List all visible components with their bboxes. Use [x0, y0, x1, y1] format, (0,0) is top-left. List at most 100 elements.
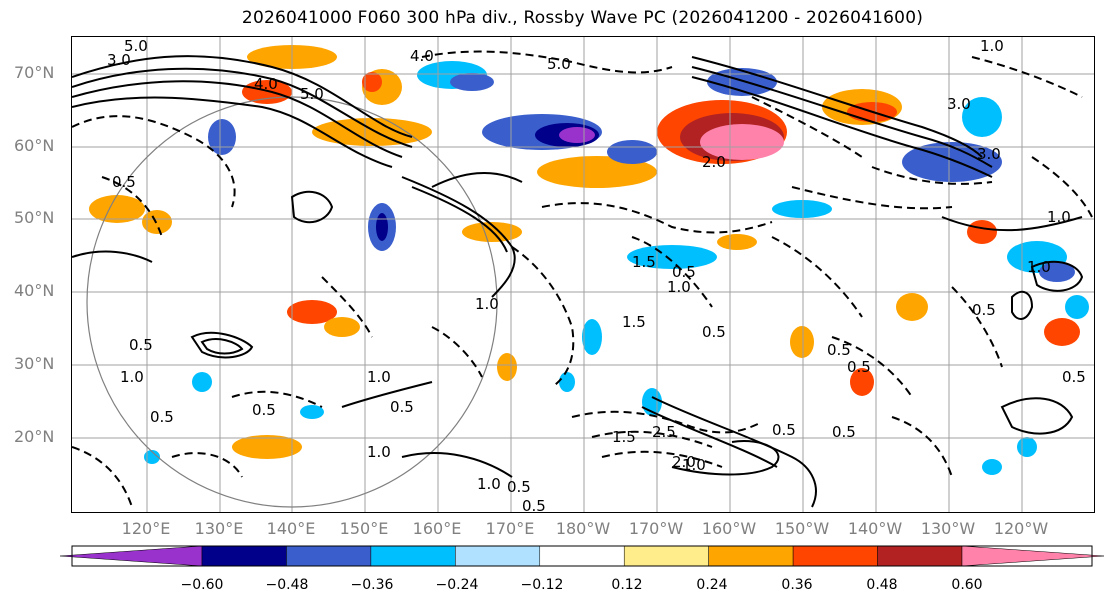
- contour-label: 0.5: [672, 263, 696, 281]
- contour-label: 1.0: [682, 456, 706, 474]
- colorbar-tick: 0.12: [611, 577, 643, 593]
- shade-blob: [450, 73, 494, 91]
- lon-label: 150°E: [339, 519, 389, 538]
- contour-label: 0.5: [252, 401, 276, 419]
- contour-label: 1.0: [120, 368, 144, 386]
- contour-label: 0.5: [832, 423, 856, 441]
- shade-blob: [559, 127, 595, 143]
- lon-label: 180°W: [555, 519, 611, 538]
- lon-label: 170°W: [628, 519, 684, 538]
- shade-blob: [967, 220, 997, 244]
- lon-label: 170°E: [485, 519, 535, 538]
- shade-blob: [1017, 437, 1037, 457]
- contour-label: 0.5: [129, 336, 153, 354]
- contour-label: 1.0: [1027, 258, 1051, 276]
- shade-blob: [700, 124, 784, 160]
- range-circle: [86, 96, 498, 508]
- colorbar-segment: [455, 545, 541, 567]
- lat-label: 40°N: [14, 281, 55, 300]
- contour-label: 0.5: [112, 173, 136, 191]
- contour-label: 1.0: [980, 37, 1004, 55]
- contour-label: 2.5: [652, 423, 676, 441]
- contour-label: 0.5: [702, 323, 726, 341]
- shade-blob: [312, 118, 432, 146]
- shade-blob: [300, 405, 324, 419]
- contour-label: 1.0: [667, 278, 691, 296]
- lon-label: 140°E: [266, 519, 316, 538]
- colorbar-tick: 0.36: [781, 577, 813, 593]
- colorbar-segment: [708, 545, 794, 567]
- shade-blob: [287, 300, 337, 324]
- colorbar-tick: −0.60: [180, 577, 224, 593]
- contour-label: 5.0: [124, 37, 148, 55]
- colorbar-tick: 0.60: [951, 577, 983, 593]
- contour-label: 0.5: [827, 341, 851, 359]
- contour-label: 1.5: [632, 253, 656, 271]
- contour-label: 4.0: [254, 75, 278, 93]
- colorbar: [60, 545, 1105, 567]
- shade-blob: [192, 372, 212, 392]
- contour-label: 1.0: [1047, 208, 1071, 226]
- shade-blob: [142, 210, 172, 234]
- shade-blob: [717, 234, 757, 250]
- shade-blob: [1065, 295, 1089, 319]
- shade-blob: [208, 119, 236, 155]
- shade-blob: [982, 459, 1002, 475]
- contour-label: 0.5: [390, 398, 414, 416]
- contour-label: 1.0: [367, 443, 391, 461]
- colorbar-segment: [201, 545, 287, 567]
- colorbar-segment: [792, 545, 878, 567]
- shade-blob: [232, 435, 302, 459]
- contour-label: 1.0: [367, 368, 391, 386]
- contour-label: 0.5: [507, 478, 531, 496]
- lat-label: 70°N: [14, 63, 55, 82]
- colorbar-segment: [877, 545, 963, 567]
- shade-blob: [772, 200, 832, 218]
- colorbar-tick: 0.24: [696, 577, 728, 593]
- shade-blob: [324, 317, 360, 337]
- lon-label: 150°W: [774, 519, 830, 538]
- shade-blob: [1039, 262, 1075, 282]
- lat-label: 50°N: [14, 208, 55, 227]
- colorbar-tick: −0.24: [435, 577, 479, 593]
- lon-label: 160°W: [701, 519, 757, 538]
- shade-blob: [559, 372, 575, 392]
- contour-label: 5.0: [547, 55, 571, 73]
- shade-blob: [962, 97, 1002, 137]
- contour-labels: 5.0 3.0 4.0 5.0 4.0 5.0 3.0 1.0 0.5 1.0 …: [107, 37, 1086, 512]
- contour-label: 2.0: [672, 453, 696, 471]
- colorbar-tick: −0.12: [520, 577, 564, 593]
- contour-label: 3.0: [977, 145, 1001, 163]
- shade-blob: [582, 319, 602, 355]
- shade-blob: [376, 213, 388, 241]
- map-canvas: 5.0 3.0 4.0 5.0 4.0 5.0 3.0 1.0 0.5 1.0 …: [72, 37, 1094, 512]
- divergence-shading: [89, 45, 1089, 475]
- shade-blob: [850, 368, 874, 396]
- shade-blob: [537, 156, 657, 188]
- contour-label: 0.5: [847, 358, 871, 376]
- lon-label: 120°W: [993, 519, 1049, 538]
- contour-label: 0.5: [150, 408, 174, 426]
- shade-blob: [896, 293, 928, 321]
- lat-label: 60°N: [14, 136, 55, 155]
- contour-label: 0.5: [1062, 368, 1086, 386]
- contour-label: 1.5: [612, 428, 636, 446]
- contour-label: 4.0: [410, 47, 434, 65]
- lon-label: 120°E: [121, 519, 171, 538]
- contour-label: 0.5: [772, 421, 796, 439]
- shade-blob: [362, 72, 382, 92]
- map-title: 2026041000 F060 300 hPa div., Rossby Wav…: [241, 8, 924, 28]
- contour-label: 0.5: [522, 497, 546, 512]
- colorbar-segment: [539, 545, 625, 567]
- shade-blob: [607, 140, 657, 164]
- contour-label: 1.5: [622, 313, 646, 331]
- lon-label: 160°E: [412, 519, 462, 538]
- lon-label: 140°W: [847, 519, 903, 538]
- colorbar-tick: −0.36: [350, 577, 394, 593]
- shade-blob: [89, 195, 145, 223]
- contour-label: 5.0: [300, 85, 324, 103]
- shade-blob: [627, 245, 717, 269]
- contour-label: 0.5: [972, 301, 996, 319]
- graticule: [72, 37, 1094, 512]
- lat-label: 30°N: [14, 354, 55, 373]
